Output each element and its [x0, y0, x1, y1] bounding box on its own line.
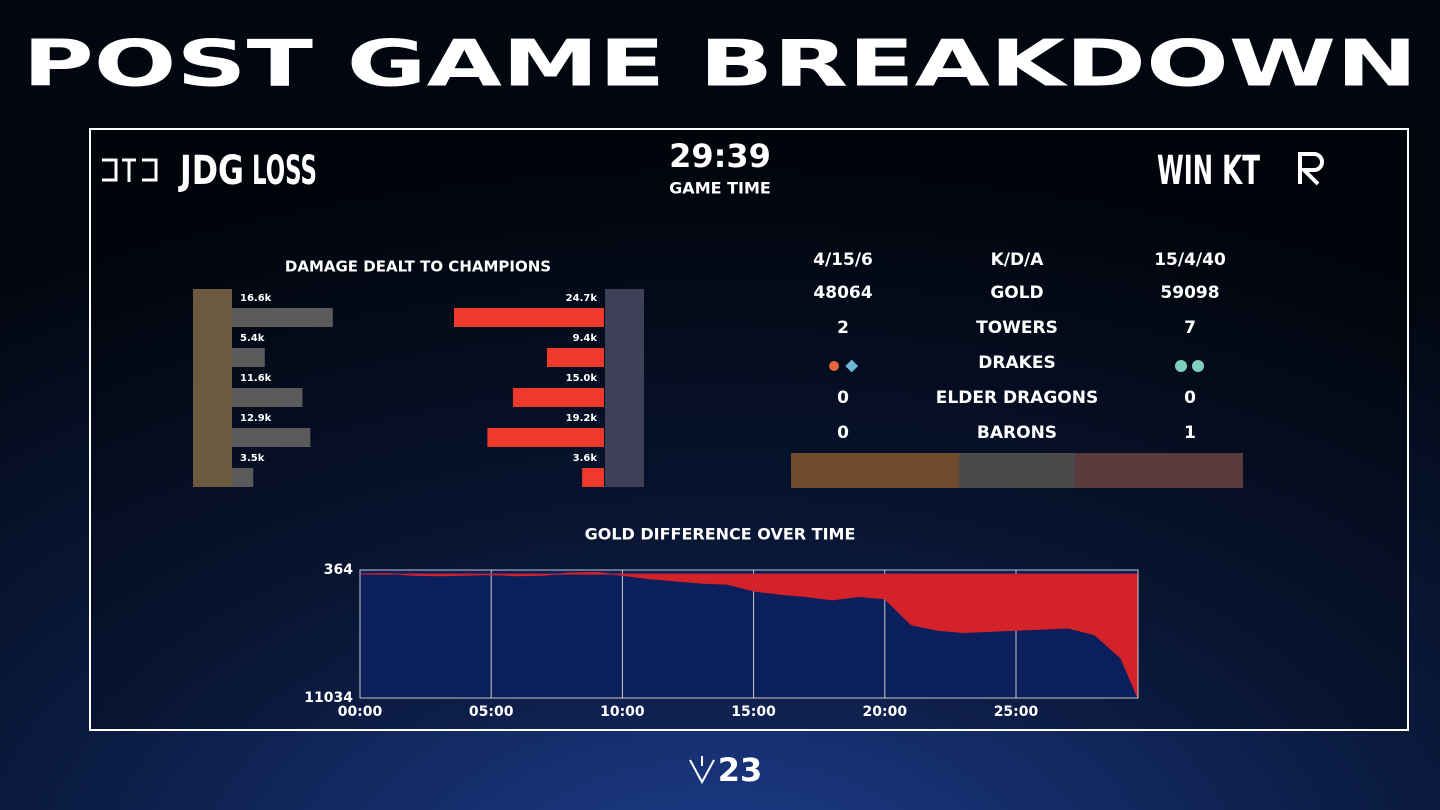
stat-right: 1: [1184, 423, 1196, 443]
stat-label: K/D/A: [991, 250, 1045, 270]
team-result: LOSS: [252, 148, 317, 194]
damage-label: 9.4k: [573, 333, 598, 344]
x-tick-label: 20:00: [863, 704, 908, 720]
stat-left: 2: [837, 318, 849, 338]
damage-label: 12.9k: [240, 413, 272, 424]
x-tick-label: 15:00: [731, 704, 776, 720]
damage-bar: [232, 428, 311, 447]
damage-bar: [232, 348, 265, 367]
damage-bar: [487, 428, 604, 447]
damage-bar: [512, 388, 604, 407]
stat-label: ELDER DRAGONS: [936, 388, 1098, 408]
damage-bar: [582, 468, 604, 487]
damage-label: 19.2k: [566, 413, 598, 424]
x-tick-label: 05:00: [469, 704, 514, 720]
team-result: WIN: [1157, 148, 1213, 194]
damage-label: 3.5k: [240, 453, 265, 464]
team-name: JDG: [178, 148, 244, 194]
stat-left: 0: [837, 388, 849, 408]
damage-bar: [232, 308, 333, 327]
stat-left: 48064: [813, 283, 872, 303]
plot-frame: [359, 569, 1139, 699]
damage-bar: [232, 468, 254, 487]
stat-label: GOLD: [990, 283, 1043, 303]
damage-label: 16.6k: [240, 293, 272, 304]
damage-bar: [454, 308, 604, 327]
ban-portraits: [791, 453, 1243, 488]
stat-left: 0: [837, 423, 849, 443]
page-title: POST GAME BREAKDOWN: [23, 28, 1418, 102]
stat-label: DRAKES: [978, 353, 1055, 373]
jdg-logo: [102, 158, 158, 182]
damage-label: 3.6k: [573, 453, 598, 464]
team-name: KT: [1222, 148, 1260, 194]
game-time-label: GAME TIME: [669, 179, 771, 198]
worlds-logo: [689, 756, 715, 785]
drake-icons: [829, 359, 1204, 373]
damage-bar: [232, 388, 303, 407]
damage-label: 15.0k: [566, 373, 598, 384]
stat-right: 7: [1184, 318, 1196, 338]
game-time: 29:39: [669, 137, 771, 175]
stat-right: 15/4/40: [1154, 250, 1226, 270]
y-tick-label: 11034: [304, 690, 353, 706]
stat-left: 4/15/6: [813, 250, 873, 270]
stat-label: TOWERS: [976, 318, 1058, 338]
kt-logo: [1298, 152, 1324, 186]
y-tick-label: 364: [324, 562, 353, 578]
x-tick-label: 10:00: [600, 704, 645, 720]
x-tick-label: 00:00: [338, 704, 383, 720]
gold-diff-area: [359, 571, 1139, 699]
champion-portraits: [193, 289, 644, 487]
damage-bar: [546, 348, 604, 367]
chart-title: GOLD DIFFERENCE OVER TIME: [585, 525, 856, 544]
damage-label: 11.6k: [240, 373, 272, 384]
x-tick-label: 25:00: [994, 704, 1039, 720]
stat-label: BARONS: [977, 423, 1057, 443]
stat-right: 0: [1184, 388, 1196, 408]
footer-logo: 23: [718, 751, 763, 789]
damage-label: 5.4k: [240, 333, 265, 344]
damage-label: 24.7k: [566, 293, 598, 304]
stat-right: 59098: [1160, 283, 1219, 303]
chart-title: DAMAGE DEALT TO CHAMPIONS: [285, 258, 551, 276]
